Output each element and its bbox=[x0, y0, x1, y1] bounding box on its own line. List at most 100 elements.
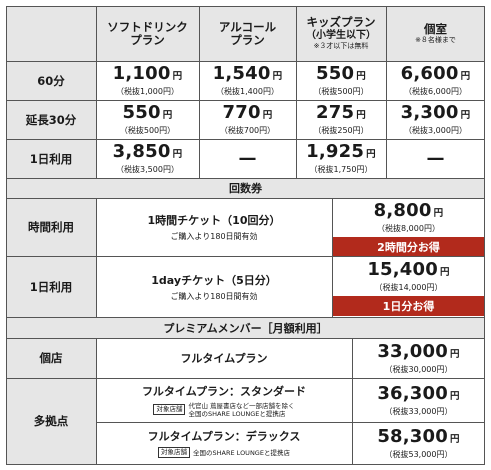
header-kids: キッズプラン （小学生以下） ※３才以下は無料 bbox=[296, 6, 386, 61]
coupon-label-hour: 時間利用 bbox=[28, 220, 74, 234]
divider bbox=[296, 6, 297, 178]
header-corner bbox=[6, 6, 96, 61]
divider bbox=[6, 256, 485, 257]
coupon-ticket-day: 1dayチケット（5日分） ご購入より180日間有効 bbox=[96, 256, 332, 317]
price-tax: （税抜1,000円） bbox=[116, 87, 179, 96]
price-cell: 550 円 （税抜500円） bbox=[96, 100, 199, 139]
divider bbox=[6, 317, 485, 318]
stores-note-line1: 全国のSHARE LOUNGEと提携店 bbox=[193, 448, 290, 457]
divider bbox=[6, 139, 485, 140]
plan-name: フルタイムプラン：デラックス bbox=[147, 430, 301, 443]
divider bbox=[199, 6, 200, 178]
header-kids-note: ※３才以下は無料 bbox=[313, 42, 369, 50]
coupon-ticket-hour: 1時間チケット（10回分） ご購入より180日間有効 bbox=[96, 198, 332, 256]
price-tax: （税抜500円） bbox=[119, 126, 176, 135]
plan-price: 36,300 円 （税抜33,000円） bbox=[352, 378, 485, 422]
divider bbox=[6, 100, 485, 101]
price-value: 8,800 bbox=[373, 200, 432, 221]
not-available-dash: — bbox=[238, 148, 257, 169]
price-value: 6,600 bbox=[400, 63, 459, 84]
price-unit: 円 bbox=[272, 71, 283, 82]
divider bbox=[386, 6, 387, 178]
price-unit: 円 bbox=[162, 110, 173, 121]
price-unit: 円 bbox=[460, 71, 471, 82]
plan-stores-note: 対象店舗 代官山 蔦屋書店など一部店舗を除く 全国のSHARE LOUNGEと提… bbox=[153, 402, 295, 418]
header-soft-drink: ソフトドリンク プラン bbox=[96, 6, 199, 61]
price-value: 1,925 bbox=[306, 141, 365, 162]
coupon-section-title: 回数券 bbox=[6, 178, 485, 198]
plan-deluxe: フルタイムプラン：デラックス 対象店舗 全国のSHARE LOUNGEと提携店 bbox=[96, 422, 352, 464]
price-unit: 円 bbox=[172, 149, 183, 160]
price-cell: 550 円 （税抜500円） bbox=[296, 61, 386, 100]
header-alcohol: アルコール プラン bbox=[199, 6, 296, 61]
price-cell: 1,540 円 （税抜1,400円） bbox=[199, 61, 296, 100]
header-alcohol-line2: プラン bbox=[230, 32, 265, 47]
divider bbox=[6, 6, 485, 7]
price-tax: （税抜500円） bbox=[313, 87, 369, 96]
price-unit: 円 bbox=[172, 71, 183, 82]
price-tax: （税抜3,000円） bbox=[404, 126, 467, 135]
divider bbox=[352, 338, 353, 464]
row-label-60min: 60分 bbox=[37, 73, 65, 88]
plan-price: 58,300 円 （税抜53,000円） bbox=[352, 422, 485, 464]
price-value: 58,300 bbox=[377, 425, 448, 447]
price-unit: 円 bbox=[449, 390, 460, 402]
plan-stores-note: 対象店舗 全国のSHARE LOUNGEと提携店 bbox=[158, 447, 290, 458]
header-row bbox=[96, 6, 485, 61]
premium-label-column bbox=[6, 338, 96, 464]
price-unit: 円 bbox=[262, 110, 273, 121]
ticket-title: 1dayチケット（5日分） bbox=[151, 273, 277, 287]
price-tax: （税抜250円） bbox=[313, 126, 369, 135]
price-unit: 円 bbox=[366, 149, 376, 160]
divider bbox=[6, 6, 7, 465]
header-private-line1: 個室 bbox=[424, 21, 447, 36]
price-value: 3,850 bbox=[112, 141, 171, 162]
price-unit: 円 bbox=[356, 110, 366, 121]
price-tax: （税抜1,750円） bbox=[309, 165, 373, 174]
header-soft-drink-line2: プラン bbox=[130, 32, 165, 47]
price-unit: 円 bbox=[449, 348, 460, 360]
stores-note-line2: 全国のSHARE LOUNGEと提携店 bbox=[188, 409, 286, 418]
price-value: 3,300 bbox=[400, 102, 459, 123]
coupon-label-day: 1日利用 bbox=[29, 279, 73, 294]
header-private-note: ※８名様まで bbox=[415, 35, 456, 44]
coupon-price-hour: 8,800 円 （税抜8,000円） bbox=[332, 198, 485, 237]
header-alcohol-line1: アルコール bbox=[218, 19, 277, 34]
stores-tag: 対象店舗 bbox=[153, 404, 186, 415]
plan-price: 33,000 円 （税抜30,000円） bbox=[352, 338, 485, 378]
price-value: 550 bbox=[122, 102, 161, 123]
price-tax: （税抜1,400円） bbox=[216, 87, 279, 96]
coupon-label-column bbox=[6, 198, 96, 317]
price-tax: （税抜30,000円） bbox=[384, 364, 453, 374]
price-unit: 円 bbox=[433, 208, 444, 219]
divider bbox=[6, 464, 485, 465]
price-cell: 275 円 （税抜250円） bbox=[296, 100, 386, 139]
divider bbox=[6, 178, 485, 179]
price-tax: （税抜3,500円） bbox=[116, 165, 179, 174]
row-label-column bbox=[6, 61, 96, 178]
header-kids-line2: （小学生以下） bbox=[306, 30, 376, 41]
header-soft-drink-line1: ソフトドリンク bbox=[107, 19, 188, 34]
divider bbox=[6, 198, 485, 199]
price-cell: 1,100 円 （税抜1,000円） bbox=[96, 61, 199, 100]
price-value: 1,540 bbox=[212, 63, 271, 84]
divider bbox=[6, 378, 485, 379]
stores-note: 代官山 蔦屋書店など一部店舗を除く 全国のSHARE LOUNGEと提携店 bbox=[188, 402, 294, 418]
price-tax: （税抜6,000円） bbox=[404, 87, 467, 96]
divider bbox=[96, 6, 97, 178]
plan-name: フルタイムプラン bbox=[180, 352, 268, 365]
divider bbox=[6, 61, 485, 62]
price-value: 36,300 bbox=[377, 382, 448, 404]
price-unit: 円 bbox=[460, 110, 471, 121]
divider bbox=[484, 6, 485, 465]
coupon-price-day: 15,400 円 （税抜14,000円） bbox=[332, 256, 485, 296]
header-private: 個室 ※８名様まで bbox=[386, 6, 485, 61]
price-unit: 円 bbox=[356, 71, 366, 82]
price-value: 550 bbox=[316, 63, 355, 84]
row-label-extension: 延長30分 bbox=[25, 112, 77, 127]
price-cell: 3,850 円 （税抜3,500円） bbox=[96, 139, 199, 178]
price-cell: 3,300 円 （税抜3,000円） bbox=[386, 100, 485, 139]
price-value: 33,000 bbox=[377, 340, 448, 362]
premium-label-multi: 多拠点 bbox=[33, 414, 69, 428]
